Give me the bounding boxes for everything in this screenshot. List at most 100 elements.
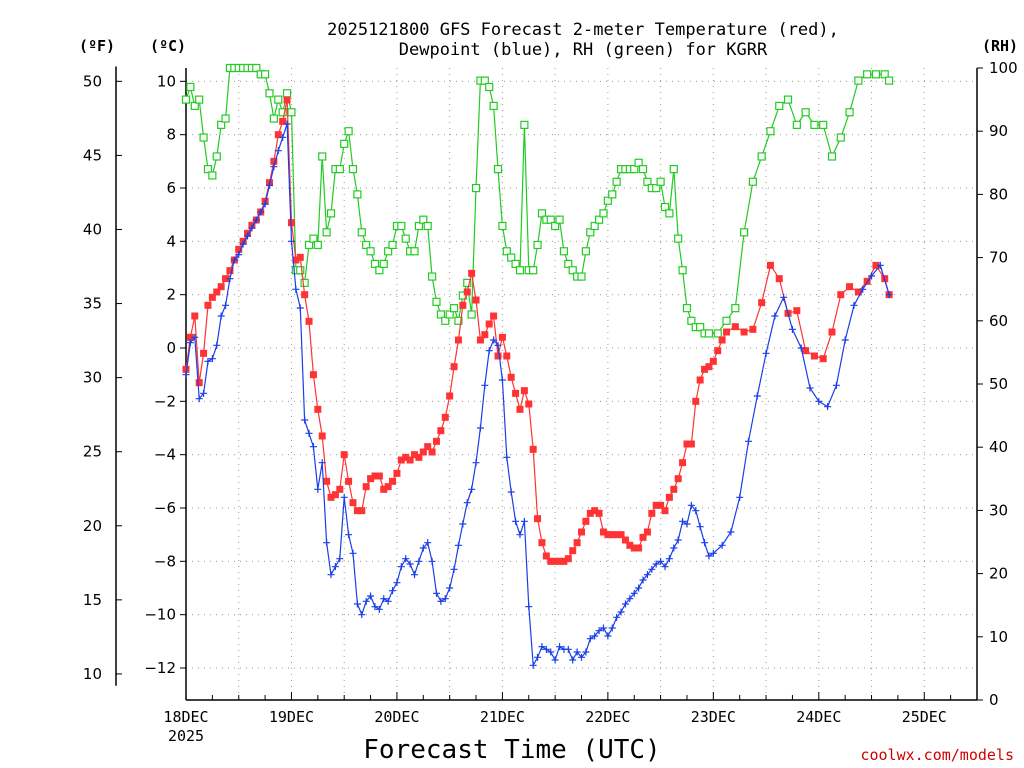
- rh-point: [537, 209, 547, 218]
- celsius-tick-label: 4: [166, 232, 176, 250]
- dewpoint-point: [230, 256, 238, 264]
- dewpoint-point: [630, 589, 638, 597]
- temperature-point: [397, 456, 405, 464]
- grid: [186, 68, 977, 700]
- temperature-point: [208, 293, 216, 301]
- temperature-point: [828, 328, 836, 336]
- temperature-point: [411, 451, 419, 459]
- dewpoint-point: [327, 571, 335, 579]
- dewpoint-point: [367, 592, 375, 600]
- temperature-point: [424, 443, 432, 451]
- temperature-point: [802, 347, 810, 355]
- dewpoint-point: [670, 544, 678, 552]
- temperature-point: [446, 392, 454, 400]
- dewpoint-point: [415, 557, 423, 565]
- dewpoint-point: [569, 656, 577, 664]
- rh-point: [678, 266, 687, 275]
- dewpoint-point: [661, 563, 669, 571]
- dewpoint-point: [687, 501, 695, 509]
- temperature-point: [560, 557, 568, 565]
- celsius-tick-label: −8: [154, 552, 176, 570]
- celsius-tick-label: 0: [166, 339, 176, 357]
- temperature-point: [569, 547, 577, 555]
- temperature-point: [692, 397, 700, 405]
- dewpoint-point: [692, 507, 700, 515]
- rh-point: [212, 152, 221, 161]
- temperature-point: [195, 379, 203, 387]
- dewpoint-point: [454, 541, 462, 549]
- rh-point: [515, 266, 525, 275]
- temperature-point: [292, 256, 300, 264]
- dewpoint-point: [608, 624, 616, 632]
- temperature-point: [591, 507, 599, 515]
- dewpoint-point: [617, 608, 625, 616]
- dewpoint-point: [573, 648, 581, 656]
- dewpoint-point: [595, 627, 603, 635]
- temperature-point: [512, 389, 520, 397]
- dewpoint-point: [538, 643, 546, 651]
- temperature-point: [358, 507, 366, 515]
- temperature-point: [819, 355, 827, 363]
- temperature-point: [630, 544, 638, 552]
- x-tick-label: 18DEC: [163, 708, 208, 726]
- temperature-point: [613, 531, 621, 539]
- rh-point: [388, 240, 397, 250]
- x-tick-label: 19DEC: [269, 708, 314, 726]
- rh-point: [261, 70, 270, 79]
- temperature-point: [450, 363, 458, 371]
- fahrenheit-tick-label: 40: [83, 220, 102, 238]
- temperature-point: [516, 405, 524, 413]
- dewpoint-point: [384, 597, 392, 605]
- x-axis-title: Forecast Time (UTC): [363, 735, 660, 765]
- dewpoint-point: [424, 539, 432, 547]
- temperature-point: [837, 291, 845, 299]
- temperature-point: [766, 261, 774, 269]
- rh-point: [608, 190, 617, 199]
- temperature-point: [657, 501, 665, 509]
- dewpoint-point: [494, 341, 502, 349]
- temperature-point: [389, 477, 397, 485]
- dewpoint-point: [520, 517, 528, 525]
- dewpoint-point: [683, 520, 691, 528]
- rh-point: [274, 95, 283, 104]
- fahrenheit-tick-label: 15: [83, 591, 102, 609]
- dewpoint-point: [380, 595, 388, 603]
- chart-title-line-1: 2025121800 GFS Forecast 2-meter Temperat…: [327, 20, 839, 40]
- rh-point: [436, 310, 445, 319]
- rh-tick-label: 0: [989, 691, 999, 709]
- dewpoint-point: [200, 389, 208, 397]
- rh-point: [471, 183, 481, 193]
- rh-unit-label: (RH): [982, 37, 1018, 55]
- temperature-point: [551, 557, 559, 565]
- dewpoint-point: [186, 339, 194, 347]
- rh-point: [854, 76, 863, 85]
- dewpoint-point: [507, 488, 515, 496]
- rh-point: [713, 329, 722, 338]
- rh-point: [845, 108, 854, 117]
- temperature-point: [301, 291, 309, 299]
- dewpoint-point: [639, 576, 647, 584]
- rh-point: [836, 133, 845, 142]
- temperature-point: [380, 485, 388, 493]
- dewpoint-point: [419, 544, 427, 552]
- rh-point: [594, 215, 604, 224]
- x-tick-label: 21DEC: [480, 708, 525, 726]
- temperature-point: [617, 531, 625, 539]
- rh-point: [353, 190, 362, 199]
- celsius-tick-label: 2: [166, 286, 176, 304]
- rh-point: [766, 127, 775, 136]
- dewpoint-point: [323, 539, 331, 547]
- dewpoint-point: [534, 653, 542, 661]
- temperature-point: [186, 333, 194, 341]
- rh-point: [660, 202, 670, 212]
- temperature-point: [498, 333, 506, 341]
- dewpoint-point: [578, 653, 585, 661]
- rh-point: [485, 82, 494, 92]
- rh-point: [871, 70, 881, 79]
- rh-point: [252, 63, 261, 73]
- dewpoint-point: [551, 656, 559, 664]
- dewpoint-point: [345, 531, 353, 539]
- temperature-point: [705, 363, 713, 371]
- rh-point: [379, 259, 388, 269]
- rh-point: [555, 215, 564, 224]
